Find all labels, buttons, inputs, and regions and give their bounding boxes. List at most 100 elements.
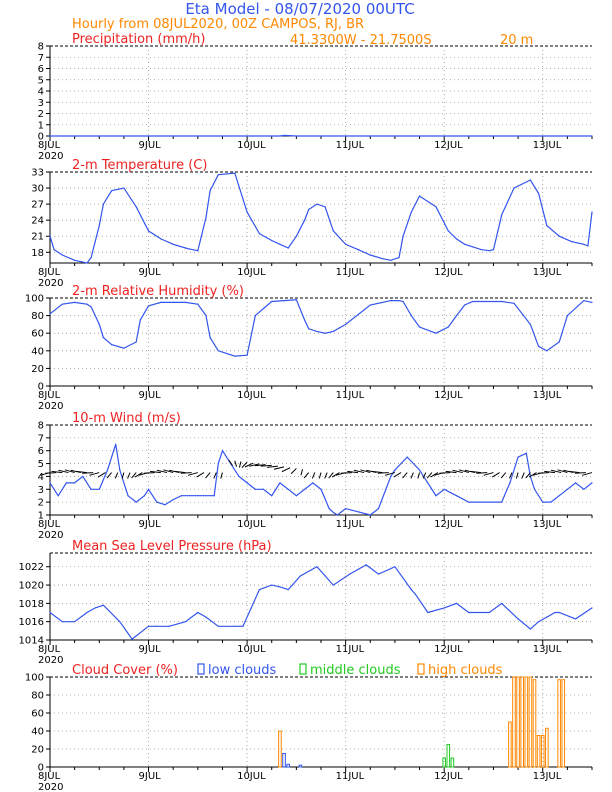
rh-data-point [308, 328, 310, 330]
wind-series-line [49, 444, 593, 516]
wind-data-point [542, 501, 544, 503]
wind-data-point [57, 495, 59, 497]
rh-data-point [501, 300, 503, 303]
legend-label: low clouds [208, 663, 277, 678]
panel-title: 10-m Wind (m/s) [72, 411, 181, 426]
wind-arrow [377, 472, 389, 474]
mslp-data-point [394, 566, 396, 568]
y-tick-label: 3 [38, 98, 44, 109]
x-tick-label: 13JUL [533, 267, 562, 278]
wind-arrow [537, 472, 549, 474]
temp-data-point [538, 192, 540, 195]
temp-data-point [61, 254, 63, 256]
wind-arrow [156, 469, 168, 474]
wind-arrow [220, 472, 223, 479]
temp-data-point [418, 195, 421, 197]
rh-data-point [546, 350, 548, 352]
mslp-data-point [61, 621, 63, 623]
wind-arrow [150, 470, 161, 474]
y-tick-label: 8 [38, 42, 44, 53]
temp-data-point [258, 232, 261, 235]
location-coords: 41.3300W - 21.7500S [290, 33, 432, 48]
y-tick-label: 33 [31, 168, 44, 179]
temp-data-point [217, 174, 219, 176]
mslp-data-point [488, 611, 490, 614]
panel-title: 2-m Relative Humidity (%) [72, 284, 244, 299]
wind-arrow [64, 469, 75, 474]
wind-arrow [260, 464, 272, 467]
y-tick-label: 20 [31, 745, 44, 756]
x-tick-label: 12JUL [434, 390, 463, 401]
wind-arrow [557, 469, 568, 474]
cloud-bar-low [282, 753, 286, 768]
rh-data-point [410, 315, 412, 317]
legend-swatch [197, 663, 205, 675]
mslp-data-point [94, 607, 96, 609]
wind-arrow [131, 472, 137, 479]
x-tick-label: 13JUL [533, 390, 562, 401]
y-tick-label: 8 [38, 421, 44, 432]
cloud-bar-middle [450, 757, 455, 768]
wind-arrow [241, 461, 248, 468]
wind-data-point [221, 450, 224, 452]
x-tick-label: 9JUL [139, 140, 162, 151]
x-year-label: 2020 [38, 655, 63, 666]
wind-arrow [187, 472, 198, 476]
temp-data-point [123, 187, 125, 189]
y-tick-label: 40 [31, 727, 44, 738]
cloud-bar-high [512, 676, 516, 768]
mslp-data-point [168, 625, 170, 627]
rh-data-point [529, 323, 532, 325]
temp-data-point [332, 230, 334, 232]
wind-data-point [332, 511, 334, 514]
wind-arrow [121, 472, 125, 479]
wind-data-point [591, 482, 593, 484]
panel-title: Mean Sea Level Pressure (hPa) [72, 539, 272, 554]
y-tick-label: 80 [31, 311, 44, 322]
x-year-label: 2020 [38, 151, 63, 162]
wind-arrow [508, 472, 513, 479]
cloud-bar-middle [446, 744, 451, 768]
y-tick-label: 2 [38, 109, 44, 120]
wind-arrow [544, 470, 556, 474]
rh-data-point [402, 300, 404, 303]
mslp-series-line [49, 564, 593, 640]
rh-data-point [591, 301, 593, 303]
wind-data-point [238, 475, 240, 478]
wind-arrow [106, 472, 112, 479]
wind-arrow [205, 472, 211, 479]
y-tick-label: 0 [38, 763, 44, 774]
wind-arrow [174, 470, 186, 474]
x-tick-label: 10JUL [237, 644, 266, 655]
x-tick-label: 12JUL [434, 771, 463, 782]
wind-arrow [97, 472, 106, 478]
rh-data-point [61, 303, 63, 305]
chart-title: Eta Model - 08/07/2020 00UTC [185, 0, 414, 18]
rh-data-point [464, 304, 466, 306]
mslp-data-point [316, 566, 318, 568]
wind-arrow [238, 461, 242, 468]
wind-data-point [197, 495, 199, 497]
temp-data-point [316, 203, 318, 205]
panel-title: 2-m Temperature (C) [72, 158, 207, 173]
y-tick-label: 1014 [19, 636, 44, 647]
wind-arrow [458, 469, 469, 474]
x-tick-label: 12JUL [434, 644, 463, 655]
wind-arrow [324, 472, 328, 479]
wind-data-point [455, 495, 458, 497]
mslp-data-point [324, 575, 326, 577]
y-tick-label: 5 [38, 75, 44, 86]
rh-data-point [254, 315, 256, 317]
temp-data-point [98, 224, 100, 227]
mslp-data-point [279, 586, 281, 588]
wind-data-point [558, 495, 560, 497]
rh-data-point [332, 330, 334, 333]
mslp-data-point [410, 589, 412, 591]
temp-data-point [369, 254, 371, 256]
wind-arrow [410, 472, 414, 479]
panel-title: Precipitation (mm/h) [72, 32, 205, 47]
cloud-bar-high [278, 730, 282, 768]
rh-data-point [283, 300, 285, 302]
x-tick-label: 9JUL [139, 519, 162, 530]
wind-data-point [254, 488, 256, 490]
